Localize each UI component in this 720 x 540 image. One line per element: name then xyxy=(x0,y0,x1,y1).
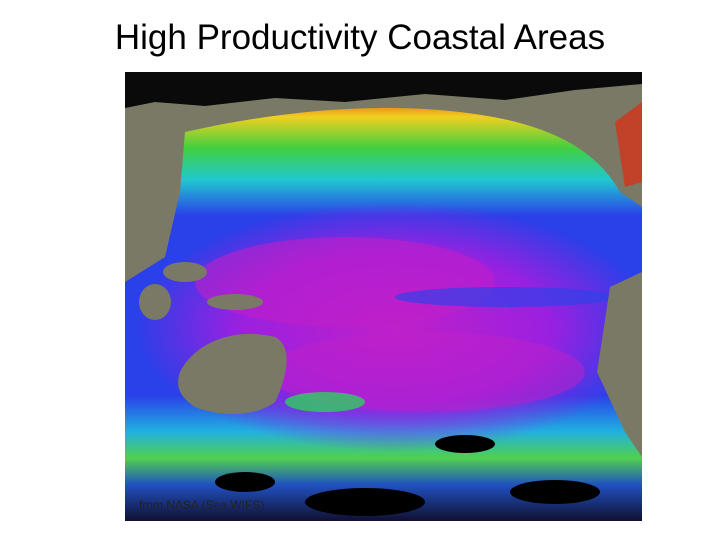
speckle xyxy=(510,480,600,504)
ocean-productivity-map: from NASA (Sea.WIFS) xyxy=(125,72,642,521)
island xyxy=(139,284,171,320)
island xyxy=(207,294,263,310)
slide-title: High Productivity Coastal Areas xyxy=(114,18,606,57)
gyre-core xyxy=(195,237,495,327)
equatorial-band xyxy=(395,287,615,307)
speckle xyxy=(435,435,495,453)
upwelling xyxy=(285,392,365,412)
coastal-bloom xyxy=(615,102,642,187)
speckle xyxy=(215,472,275,492)
image-caption: from NASA (Sea.WIFS) xyxy=(139,498,264,512)
polar-region xyxy=(125,72,642,108)
island xyxy=(163,262,207,282)
gyre-core xyxy=(265,332,585,412)
speckle xyxy=(305,488,425,516)
australia xyxy=(178,333,287,414)
